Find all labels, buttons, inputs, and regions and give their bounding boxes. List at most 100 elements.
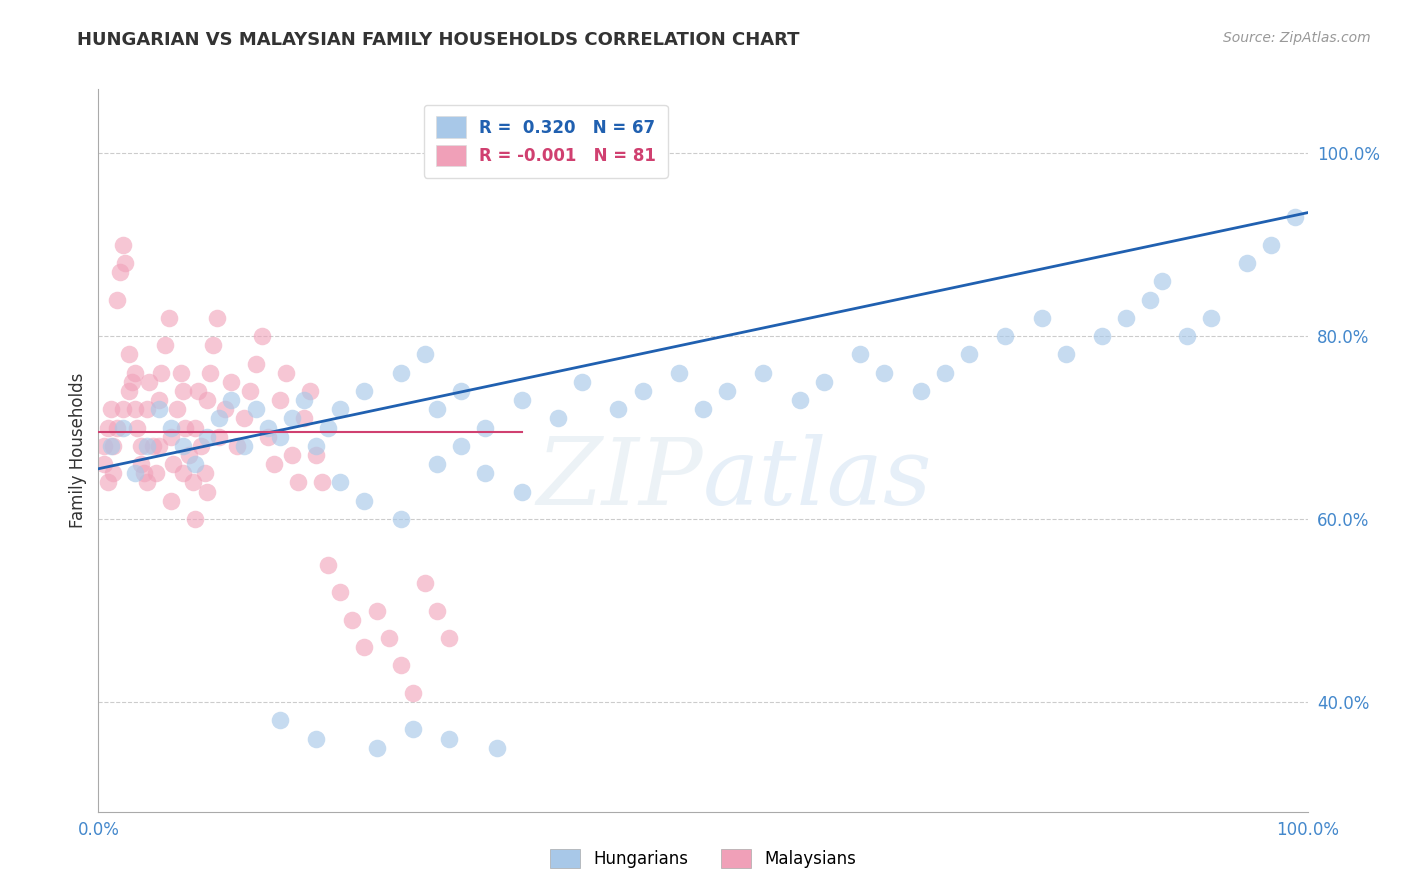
Point (250, 329, 273, 343)
Point (166, 402, 188, 417)
Point (153, 338, 176, 352)
Point (97, 475, 120, 490)
Point (124, 402, 146, 417)
Point (1115, 310, 1137, 325)
Point (202, 338, 225, 352)
Point (849, 347, 872, 361)
Point (910, 384, 932, 398)
Point (413, 347, 436, 361)
Point (292, 393, 315, 408)
Point (226, 439, 249, 453)
Point (957, 347, 980, 361)
Point (190, 439, 212, 453)
Point (239, 384, 262, 398)
Point (256, 420, 278, 434)
Point (281, 448, 304, 462)
Point (135, 402, 157, 417)
Point (305, 439, 328, 453)
Point (1236, 256, 1258, 270)
Point (129, 439, 152, 453)
Point (118, 384, 141, 398)
Point (172, 439, 194, 453)
Point (256, 430, 278, 444)
Point (571, 375, 593, 389)
Point (353, 640, 375, 654)
Text: atlas: atlas (703, 434, 932, 524)
Point (245, 402, 267, 417)
Point (426, 457, 449, 471)
Point (426, 603, 449, 617)
Point (195, 484, 218, 499)
Point (934, 366, 956, 380)
Point (145, 467, 167, 481)
Point (118, 347, 141, 361)
Point (311, 475, 333, 490)
Point (1139, 293, 1161, 307)
Point (134, 467, 156, 481)
Point (474, 467, 496, 481)
Point (366, 740, 388, 755)
Point (172, 384, 194, 398)
Point (108, 265, 131, 279)
Point (263, 457, 285, 471)
Point (631, 384, 654, 398)
Point (135, 439, 157, 453)
Point (668, 366, 690, 380)
Point (127, 420, 149, 434)
Point (214, 402, 236, 417)
Point (389, 366, 412, 380)
Point (93, 457, 115, 471)
Point (287, 475, 309, 490)
Point (366, 603, 388, 617)
Point (181, 475, 204, 490)
Point (274, 366, 297, 380)
Point (329, 402, 352, 417)
Point (105, 293, 128, 307)
Point (100, 402, 122, 417)
Point (124, 467, 146, 481)
Point (752, 366, 775, 380)
Point (547, 411, 569, 425)
Point (138, 375, 160, 389)
Point (1031, 310, 1053, 325)
Point (114, 256, 136, 270)
Point (716, 384, 738, 398)
Point (510, 393, 533, 408)
Point (169, 366, 191, 380)
Point (148, 393, 170, 408)
Point (1199, 310, 1222, 325)
Point (142, 439, 165, 453)
Point (157, 310, 180, 325)
Point (269, 713, 291, 727)
Point (198, 366, 221, 380)
Point (205, 310, 228, 325)
Point (221, 375, 243, 389)
Point (160, 420, 183, 434)
Point (97, 420, 120, 434)
Point (148, 402, 170, 417)
Point (353, 384, 375, 398)
Point (148, 439, 170, 453)
Point (208, 411, 231, 425)
Point (194, 467, 217, 481)
Point (299, 384, 322, 398)
Point (305, 448, 328, 462)
Point (129, 457, 152, 471)
Point (389, 512, 412, 526)
Point (187, 384, 209, 398)
Point (402, 723, 425, 737)
Point (105, 420, 128, 434)
Point (1054, 347, 1077, 361)
Point (292, 411, 315, 425)
Legend: R =  0.320   N = 67, R = -0.001   N = 81: R = 0.320 N = 67, R = -0.001 N = 81 (425, 104, 668, 178)
Point (789, 393, 811, 408)
Point (305, 731, 328, 746)
Point (124, 366, 146, 380)
Point (208, 430, 231, 444)
Point (101, 439, 124, 453)
Point (184, 512, 207, 526)
Point (426, 402, 449, 417)
Point (195, 430, 218, 444)
Point (232, 439, 254, 453)
Point (510, 484, 533, 499)
